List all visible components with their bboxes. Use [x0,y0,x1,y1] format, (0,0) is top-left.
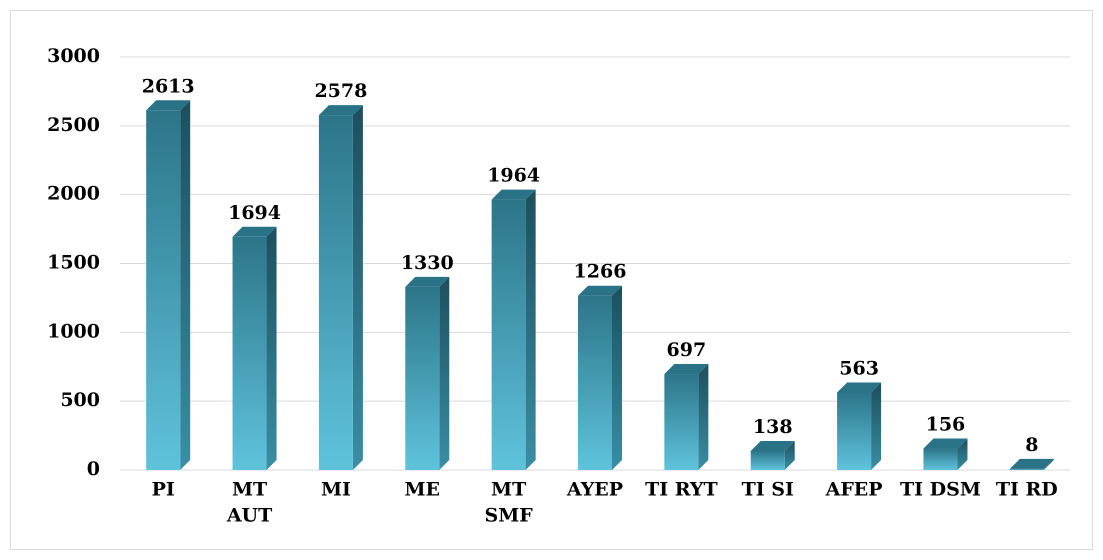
bar-front [491,199,526,470]
bar-top [405,276,450,287]
bar-top [923,438,968,449]
value-label: 563 [839,357,879,379]
bar-side [352,105,363,470]
bar-front [232,236,267,470]
bar-side [525,189,536,470]
bar [837,382,882,470]
bar-front [578,295,612,470]
bar [318,105,363,470]
y-tick-label: 3000 [47,45,100,67]
bar-side [784,441,795,470]
bar-side [180,100,191,470]
value-label: 2613 [142,75,195,97]
bar [405,276,450,470]
bar-top [146,100,191,111]
x-tick-label: MI [321,479,351,501]
x-tick-label: MT SMF [485,479,534,527]
y-tick-label: 1500 [47,252,100,274]
bar-top [664,364,709,375]
bar-top [232,226,277,237]
value-label: 1266 [574,261,627,283]
bar-side [698,364,709,470]
value-label: 1330 [401,252,454,274]
bar-side [1043,458,1054,470]
bar-front [1009,468,1044,470]
value-label: 2578 [314,80,367,102]
x-tick-label: AFEP [825,479,883,501]
y-tick-label: 1000 [47,320,100,342]
bar [578,285,622,470]
bar-side [266,226,277,470]
value-label: 1964 [487,165,540,187]
value-label: 697 [667,339,707,361]
bar-front [318,115,353,470]
value-label: 138 [753,416,793,438]
bar-front [146,110,181,470]
x-tick-label: AYEP [566,479,623,501]
x-tick-label: TI RD [996,479,1058,501]
bar-top [318,105,363,116]
y-tick-label: 0 [87,458,100,480]
value-label: 1694 [228,202,281,224]
x-tick-label: ME [405,479,441,501]
bar [146,100,191,470]
bar-top [1009,458,1054,469]
chart-border [10,10,1093,550]
value-label: 156 [926,414,966,436]
x-tick-label: TI RYT [645,479,718,501]
bar-side [612,285,622,470]
value-label: 8 [1025,434,1038,456]
bar [923,438,968,470]
bar-top [491,189,536,200]
bar-top [578,285,622,296]
x-tick-label: PI [152,479,175,501]
x-tick-label: TI SI [742,479,794,501]
bar-side [439,276,450,470]
bar-front [750,451,785,470]
bar [750,441,795,470]
bar [1009,458,1054,470]
bar-side [957,438,968,470]
bar [232,226,277,470]
bar [491,189,536,470]
y-tick-label: 2000 [47,183,100,205]
bar [664,364,709,470]
x-tick-label: MT AUT [226,479,272,527]
bar-top [837,382,882,393]
y-tick-label: 2500 [47,114,100,136]
x-tick-label: TI DSM [900,479,981,501]
bar-top [750,441,795,452]
bar-side [871,382,882,470]
y-tick-label: 500 [60,389,100,411]
bar-front [405,286,440,470]
bar-front [837,392,872,470]
bar-front [664,374,699,470]
bar-front [923,448,958,470]
